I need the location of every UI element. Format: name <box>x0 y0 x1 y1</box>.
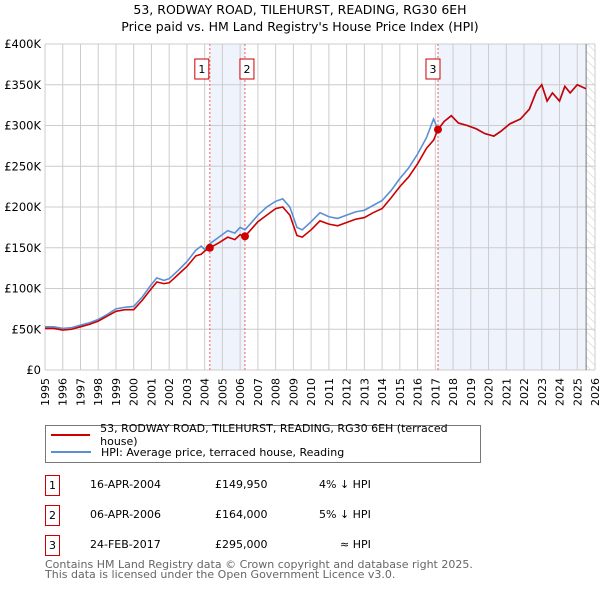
legend-blue-swatch <box>51 451 91 453</box>
chart-subtitle: Price paid vs. HM Land Registry's House … <box>121 19 479 34</box>
y-tick-label: £250K <box>4 159 41 173</box>
sale-label-number: 2 <box>243 63 250 76</box>
footer: Contains HM Land Registry data © Crown c… <box>45 558 473 581</box>
x-tick-label: 2013 <box>358 378 371 406</box>
x-tick-label: 2012 <box>341 378 354 406</box>
x-tick-label: 1995 <box>39 378 52 406</box>
sale-label-box <box>425 58 441 80</box>
footer-licence: This data is licensed under the Open Gov… <box>45 568 396 581</box>
x-tick-label: 2002 <box>163 378 176 406</box>
x-tick-label: 2020 <box>483 378 496 406</box>
sale-date: 06-APR-2006 <box>90 508 162 521</box>
x-tick-label: 2001 <box>145 378 158 406</box>
sale-date: 16-APR-2004 <box>90 478 162 491</box>
x-tick-label: 1996 <box>57 378 70 406</box>
legend-red-label: 53, RODWAY ROAD, TILEHURST, READING, RG3… <box>100 422 448 448</box>
y-tick-label: £350K <box>4 78 41 92</box>
x-tick-label: 2016 <box>412 378 425 406</box>
sale-price: £295,000 <box>215 538 268 551</box>
price-paid-line <box>45 83 587 331</box>
x-tick-label: 2017 <box>429 378 442 406</box>
x-tick-label: 2003 <box>181 378 194 406</box>
x-tick-label: 2000 <box>128 378 141 406</box>
sale-hpi-diff: 5% ↓ HPI <box>319 508 371 521</box>
y-tick-label: £50K <box>12 322 42 336</box>
y-tick-label: £0 <box>26 363 41 377</box>
x-tick-label: 2005 <box>216 378 229 406</box>
x-tick-label: 2026 <box>589 378 600 406</box>
sale-marker-badge: 1 <box>45 475 60 496</box>
y-tick-label: £150K <box>4 241 41 255</box>
footer-copyright: Contains HM Land Registry data © Crown c… <box>45 558 473 571</box>
sale-hpi-diff: ≈ HPI <box>340 538 371 551</box>
legend: 53, RODWAY ROAD, TILEHURST, READING, RG3… <box>45 422 481 463</box>
x-tick-label: 2004 <box>199 378 212 406</box>
sale-date: 24-FEB-2017 <box>90 538 161 551</box>
x-tick-label: 1997 <box>74 378 87 406</box>
x-tick-label: 2007 <box>252 378 265 406</box>
sale-label-box <box>194 58 210 80</box>
y-tick-label: £200K <box>4 200 41 214</box>
sale-price: £149,950 <box>215 478 268 491</box>
x-tick-label: 1999 <box>110 378 123 406</box>
sale-point <box>433 125 442 134</box>
chart-title: 53, RODWAY ROAD, TILEHURST, READING, RG3… <box>133 2 467 17</box>
x-tick-label: 2006 <box>234 378 247 406</box>
y-tick-label: £100K <box>4 282 41 296</box>
x-tick-label: 2024 <box>554 378 567 406</box>
sale-label-box <box>239 58 255 80</box>
legend-red-swatch <box>51 434 91 436</box>
x-tick-label: 2010 <box>305 378 318 406</box>
x-tick-label: 2015 <box>394 378 407 406</box>
x-tick-label: 2019 <box>465 378 478 406</box>
sale-label-number: 3 <box>429 63 436 76</box>
sale-point <box>205 243 214 252</box>
sale-label-number: 1 <box>198 63 205 76</box>
x-tick-label: 2008 <box>270 378 283 406</box>
x-tick-label: 2011 <box>323 378 336 406</box>
x-tick-label: 2022 <box>518 378 531 406</box>
y-tick-label: £400K <box>4 37 41 51</box>
x-tick-label: 2009 <box>287 378 300 406</box>
x-tick-label: 2025 <box>571 378 584 406</box>
x-tick-label: 2023 <box>536 378 549 406</box>
sale-point <box>240 232 249 241</box>
y-tick-label: £300K <box>4 119 41 133</box>
x-tick-label: 2018 <box>447 378 460 406</box>
legend-blue-label: HPI: Average price, terraced house, Read… <box>101 445 345 459</box>
x-tick-label: 2014 <box>376 378 389 406</box>
x-tick-label: 2021 <box>500 378 513 406</box>
x-tick-label: 1998 <box>92 378 105 406</box>
price-chart: 1995 1996 1997 1998 1999 2000 2001 2002 2003 2004… <box>4 37 600 406</box>
sale-marker-badge: 2 <box>45 505 60 526</box>
sale-marker-badge: 3 <box>45 535 60 556</box>
sale-price: £164,000 <box>215 508 268 521</box>
sale-hpi-diff: 4% ↓ HPI <box>319 478 371 491</box>
